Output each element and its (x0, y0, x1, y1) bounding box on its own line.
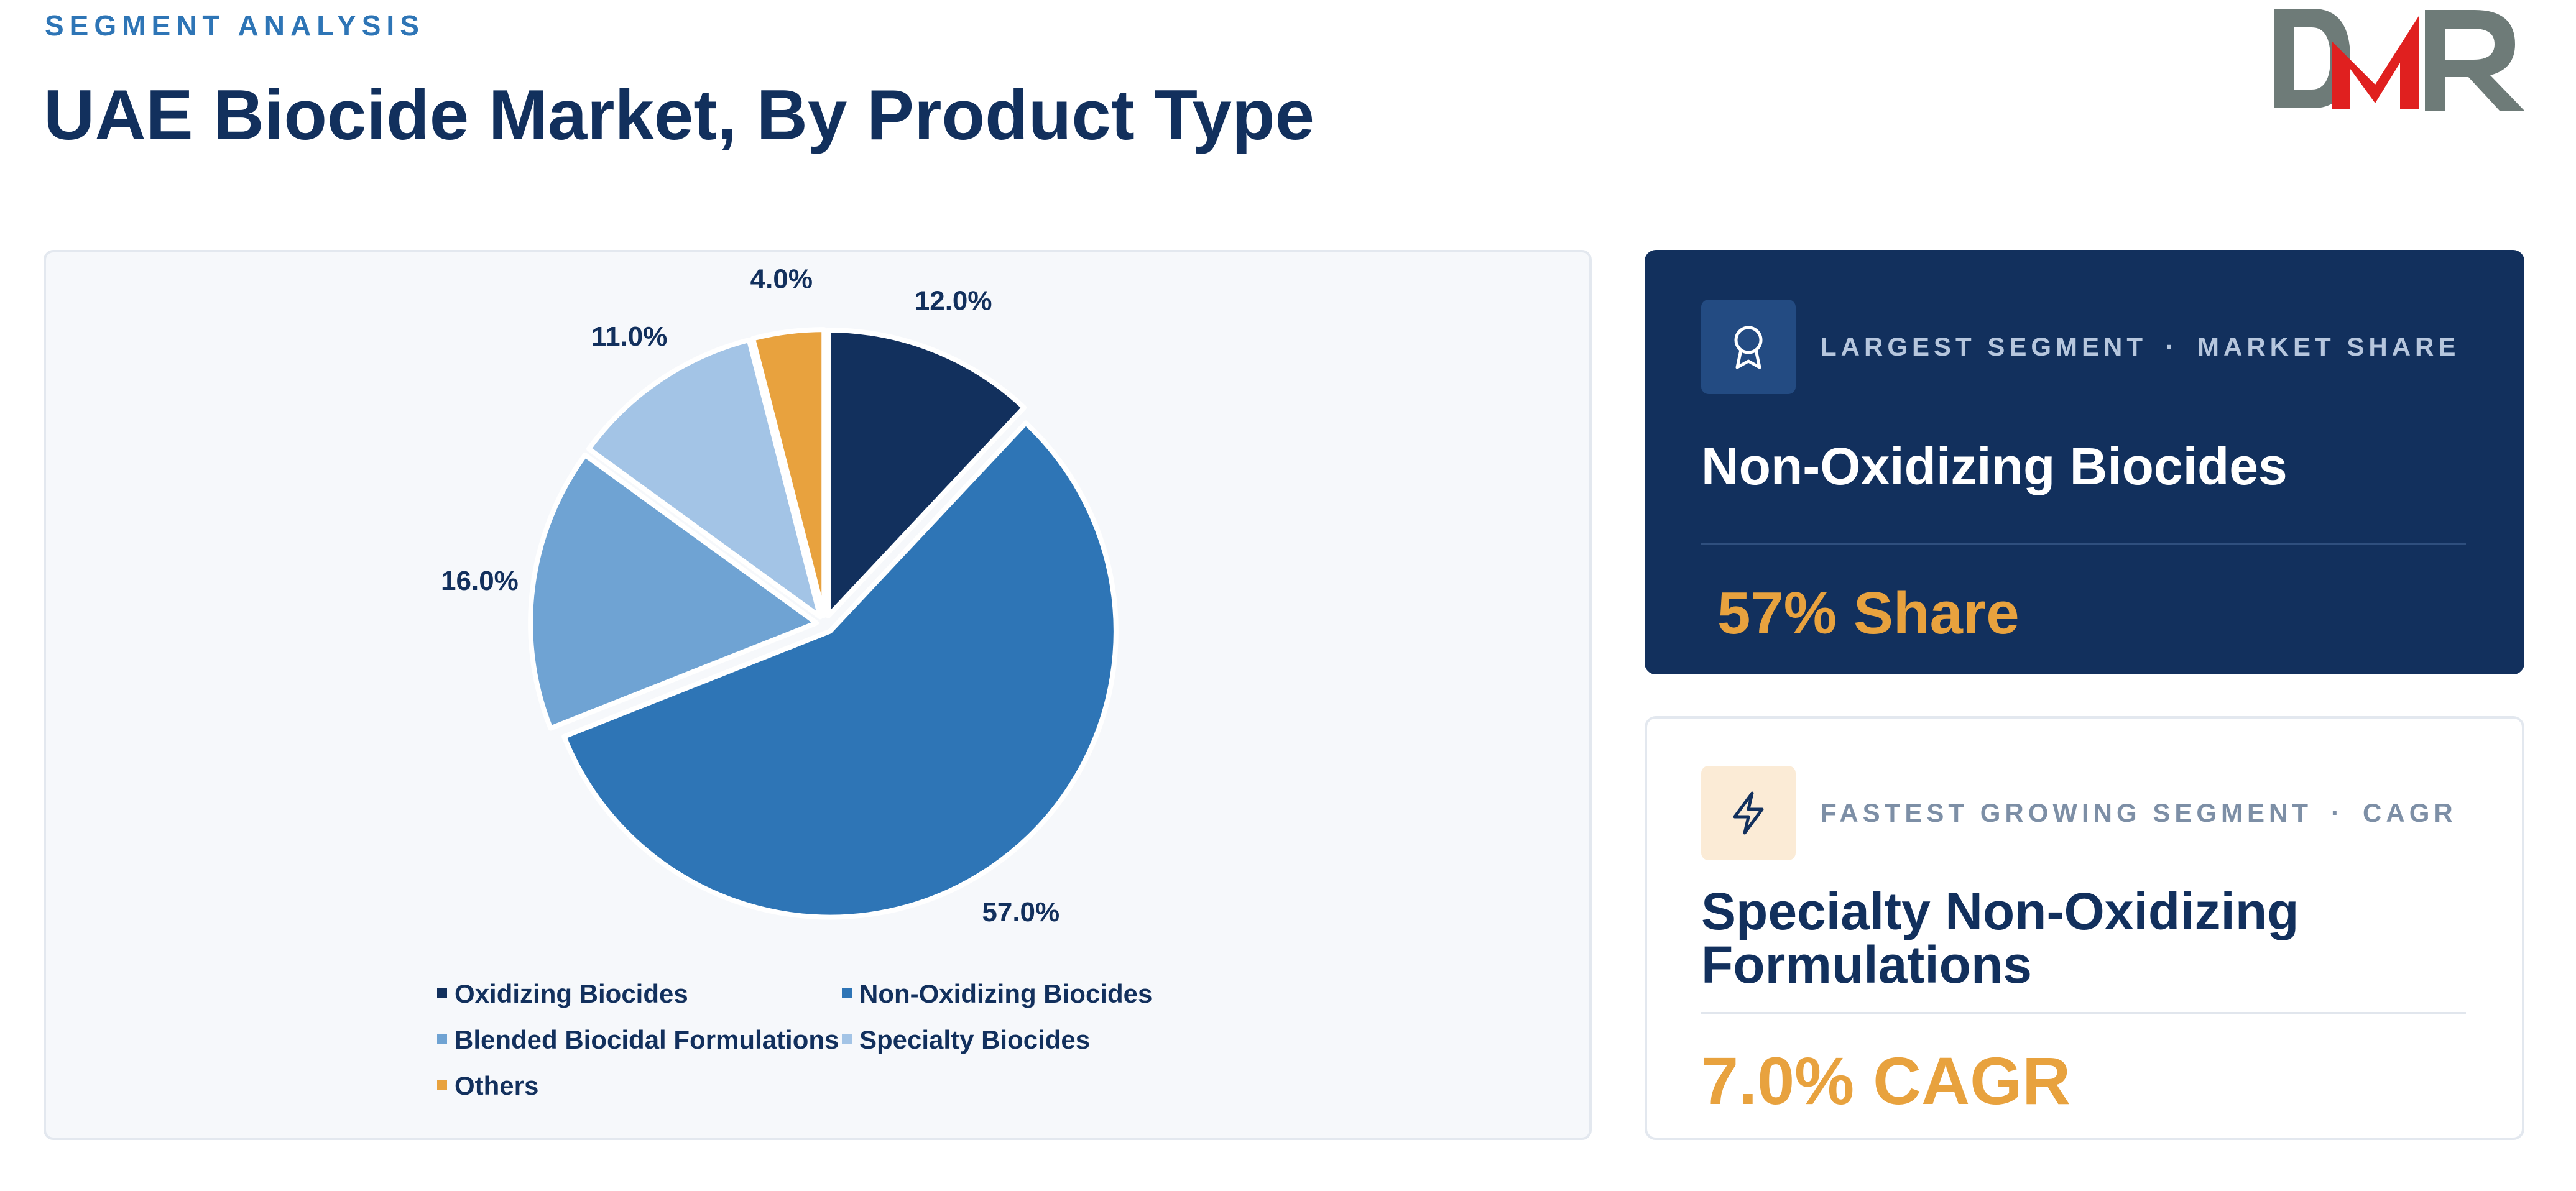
legend-label: Oxidizing Biocides (455, 979, 688, 1008)
award-ribbon-icon (1701, 300, 1796, 394)
kicker-separator: · (2331, 798, 2345, 827)
pie-slice-others (750, 327, 827, 618)
pie-slice-oxidizing-biocides (826, 327, 1027, 618)
kicker-separator: · (2166, 332, 2179, 361)
pie-chart-card: 12.0% 57.0% 16.0% 11.0% 4.0% Oxidizing Biocid… (44, 250, 1592, 1140)
largest-segment-share: 57% Share (1717, 580, 2020, 646)
legend-item-non-oxidizing-biocides: Non-Oxidizing Biocides (842, 979, 1152, 1008)
fastest-kicker: FASTEST GROWING SEGMENT · CAGR (1821, 798, 2457, 828)
kicker-cagr: CAGR (2363, 798, 2457, 827)
legend-item-blended-biocidal-formulations: Blended Biocidal Formulations (437, 1025, 839, 1054)
logo-letter-m (2332, 16, 2419, 109)
pie-slice-specialty-biocides (586, 337, 823, 620)
kicker-market-share: MARKET SHARE (2197, 332, 2460, 361)
legend-item-others: Others (437, 1071, 538, 1100)
pie-slice-non-oxidizing-biocides (561, 420, 1119, 920)
legend-label: Blended Biocidal Formulations (455, 1025, 839, 1054)
largest-segment-name: Non-Oxidizing Biocides (1701, 437, 2287, 495)
dmr-logo (2274, 9, 2524, 111)
kicker-fastest-growing: FASTEST GROWING SEGMENT (1821, 798, 2313, 827)
kicker-largest-segment: LARGEST SEGMENT (1821, 332, 2148, 361)
section-eyebrow: SEGMENT ANALYSIS (45, 9, 425, 42)
legend-swatch (842, 988, 852, 998)
largest-segment-card: LARGEST SEGMENT · MARKET SHARE Non-Oxidizi… (1645, 250, 2524, 674)
logo-letter-r (2425, 10, 2524, 111)
slice-label-oxidizing-biocides: 12.0% (915, 285, 992, 316)
fastest-segment-name: Specialty Non-Oxidizing Formulations (1701, 882, 2299, 994)
legend-label: Specialty Biocides (859, 1025, 1090, 1054)
legend-item-oxidizing-biocides: Oxidizing Biocides (437, 979, 688, 1008)
slice-label-others: 4.0% (750, 264, 813, 294)
legend-swatch (437, 1080, 447, 1090)
legend-swatch (437, 1034, 447, 1044)
legend-label: Non-Oxidizing Biocides (859, 979, 1152, 1008)
legend-swatch (842, 1034, 852, 1044)
logo-letter-d (2274, 9, 2350, 108)
slice-label-specialty-biocides: 11.0% (591, 321, 667, 352)
legend-item-specialty-biocides: Specialty Biocides (842, 1025, 1090, 1054)
fastest-segment-cagr: 7.0% CAGR (1701, 1043, 2071, 1118)
page-title: UAE Biocide Market, By Product Type (44, 76, 1314, 155)
divider (1701, 1012, 2466, 1014)
pie-slice-blended-biocidal-formulations (528, 452, 819, 731)
slice-label-non-oxidizing-biocides: 57.0% (982, 897, 1059, 927)
pie-chart: 12.0% 57.0% 16.0% 11.0% 4.0% Oxidizing Biocid… (437, 264, 1152, 1100)
slice-label-blended-biocidal-formulations: 16.0% (441, 566, 519, 596)
divider (1701, 543, 2466, 545)
largest-kicker: LARGEST SEGMENT · MARKET SHARE (1821, 332, 2460, 362)
legend-swatch (437, 988, 447, 998)
fastest-growing-card: FASTEST GROWING SEGMENT · CAGR Specialty N… (1645, 716, 2524, 1140)
legend-label: Others (455, 1071, 538, 1100)
lightning-bolt-icon (1701, 766, 1796, 860)
